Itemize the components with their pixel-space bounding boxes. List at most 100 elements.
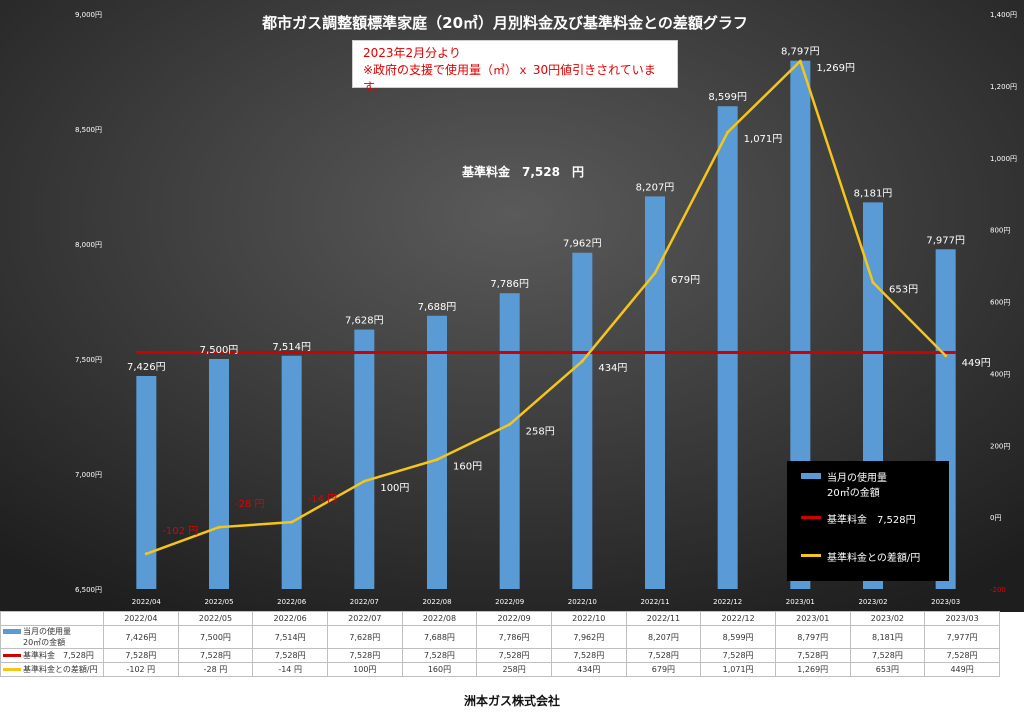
table-cell: 160円 [401, 662, 478, 677]
y-right-tick-label: 600円 [990, 299, 1010, 307]
table-marker-diff [3, 668, 21, 671]
diff-point [871, 280, 875, 284]
bar-value-label: 7,628円 [345, 316, 384, 327]
chart: 都市ガス調整額標準家庭（20㎥）月別料金及び基準料金との差額グラフ 6,500円… [0, 0, 1024, 612]
diff-value-label: 1,269円 [816, 63, 855, 74]
diff-value-label: 449円 [962, 358, 991, 369]
chart-title: 都市ガス調整額標準家庭（20㎥）月別料金及び基準料金との差額グラフ [261, 14, 748, 32]
diff-value-label: 258円 [526, 426, 555, 437]
table-cell: 7,528円 [774, 648, 851, 663]
bar [717, 106, 738, 589]
table-header-cell: 2022/05 [177, 611, 254, 626]
table-row-base: 基準料金 7,528円 7,528円 7,528円 7,528円 7,528円 … [0, 648, 1000, 663]
diff-value-label: -14 円 [308, 494, 338, 505]
table-header-cell: 2023/02 [849, 611, 926, 626]
y-right-tick-label: 1,200円 [990, 83, 1017, 91]
table-row-label: 基準料金 7,528円 [0, 648, 104, 663]
diff-value-label: 1,071円 [744, 134, 783, 145]
bar [354, 329, 375, 589]
table-row-diff: 基準料金との差額/円 -102 円 -28 円 -14 円 100円 160円 … [0, 662, 1000, 677]
diff-point [435, 458, 439, 462]
legend-swatch-base [801, 516, 821, 519]
table-marker-base [3, 654, 21, 657]
table-cell: 449円 [924, 662, 1000, 677]
notice-line-1: 2023年2月分より [363, 46, 461, 60]
table-cell: 7,977円 [924, 625, 1000, 649]
table-cell: 8,181円 [849, 625, 926, 649]
bar [209, 359, 229, 589]
bar [136, 376, 157, 589]
table-cell: 7,528円 [625, 648, 702, 663]
bar-value-label: 7,426円 [127, 362, 166, 373]
table-cell: 100円 [326, 662, 403, 677]
y-left-tick-label: 7,000円 [75, 471, 102, 479]
table-cell: 7,426円 [103, 625, 179, 649]
y-left-tick-label: 8,500円 [75, 126, 102, 134]
notice-line-2: ※政府の支援で使用量（㎥）ｘ 30円値引きされています。 [363, 63, 656, 94]
table-cell: 7,528円 [476, 648, 552, 663]
footer-company: 洲本ガス株式会社 [463, 694, 560, 708]
y-right-tick-label: 0円 [990, 514, 1001, 522]
bar-value-label: 7,977円 [926, 235, 965, 246]
y-left-tick-label: 7,500円 [75, 356, 102, 364]
diff-value-label: 434円 [598, 363, 627, 374]
table-cell: 8,599円 [700, 625, 776, 649]
y-right-tick-label: 200円 [990, 442, 1010, 450]
table-marker-bar [3, 629, 21, 634]
table-cell: 7,962円 [550, 625, 627, 649]
data-table: 2022/04 2022/05 2022/06 2022/07 2022/08 … [0, 611, 1000, 677]
diff-point [726, 130, 730, 134]
bar-value-label: 7,514円 [272, 342, 311, 353]
diff-point [580, 359, 584, 363]
bar [645, 196, 665, 589]
diff-point [290, 520, 294, 524]
x-tick-label: 2023/03 [931, 598, 960, 606]
table-header-cell: 2022/06 [252, 611, 328, 626]
table-cell: 7,528円 [252, 648, 328, 663]
bar [572, 252, 593, 590]
table-cell: 258円 [476, 662, 552, 677]
diff-point [217, 525, 221, 529]
legend-item-base: 基準料金 7,528円 [801, 511, 916, 526]
table-cell: 7,528円 [849, 648, 926, 663]
table-cell: 653円 [849, 662, 926, 677]
table-header-cell: 2022/11 [625, 611, 702, 626]
bar [281, 355, 302, 589]
legend-bar-line-1: 当月の使用量 [827, 473, 887, 484]
bar [790, 60, 811, 589]
table-cell: 8,797円 [774, 625, 851, 649]
x-tick-label: 2022/10 [568, 598, 597, 606]
table-cell: 8,207円 [625, 625, 702, 649]
diff-value-label: 653円 [889, 284, 918, 295]
bar-value-label: 8,207円 [636, 182, 675, 193]
bar-value-label: 7,500円 [200, 345, 239, 356]
x-tick-label: 2022/06 [277, 598, 307, 606]
table-header-cell: 2022/10 [550, 611, 627, 626]
table-row-label: 当月の使用量 20㎥の金額 [0, 625, 104, 649]
table-cell: 7,528円 [103, 648, 179, 663]
legend-swatch-bar [801, 473, 821, 479]
table-row-usage: 当月の使用量 20㎥の金額 7,426円 7,500円 7,514円 7,628… [0, 625, 1000, 649]
table-header-cell: 2022/07 [326, 611, 403, 626]
bar-value-label: 8,181円 [854, 188, 893, 199]
diff-value-label: -28 円 [235, 499, 265, 510]
y-right-tick-label: 800円 [990, 227, 1010, 235]
bar-value-label: 8,797円 [781, 47, 820, 58]
table-cell: -28 円 [177, 662, 254, 677]
x-tick-label: 2022/04 [132, 598, 162, 606]
diff-point [508, 422, 512, 426]
table-header-cell: 2022/09 [476, 611, 552, 626]
diff-point [144, 552, 148, 556]
diff-point [798, 59, 802, 63]
legend-diff-label: 基準料金との差額/円 [827, 553, 921, 564]
diff-value-label: -102 円 [162, 526, 198, 537]
y-right-tick-label: 1,400円 [990, 11, 1017, 19]
bar-value-label: 7,688円 [418, 302, 457, 313]
table-row-label: 基準料金との差額/円 [0, 662, 104, 677]
table-header-cell: 2023/03 [924, 611, 1000, 626]
table-cell: 1,071円 [700, 662, 776, 677]
y-right-tick-label: 400円 [990, 370, 1010, 378]
legend: 当月の使用量 20㎥の金額 基準料金 7,528円 基準料金との差額/円 [787, 461, 949, 581]
table-cell: 1,269円 [774, 662, 851, 677]
diff-point [362, 479, 366, 483]
